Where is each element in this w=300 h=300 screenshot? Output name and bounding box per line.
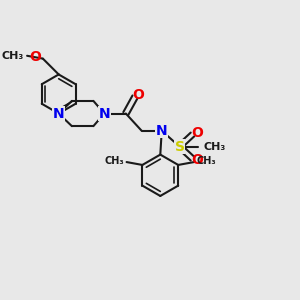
Text: CH₃: CH₃ — [2, 51, 24, 61]
Text: N: N — [98, 106, 110, 121]
Text: N: N — [156, 124, 167, 138]
Text: O: O — [133, 88, 144, 102]
Text: N: N — [53, 106, 64, 121]
Text: O: O — [30, 50, 41, 64]
Text: S: S — [175, 140, 184, 154]
Text: O: O — [192, 153, 204, 167]
Text: CH₃: CH₃ — [204, 142, 226, 152]
Text: CH₃: CH₃ — [104, 156, 124, 166]
Text: O: O — [192, 126, 204, 140]
Text: CH₃: CH₃ — [197, 156, 217, 166]
